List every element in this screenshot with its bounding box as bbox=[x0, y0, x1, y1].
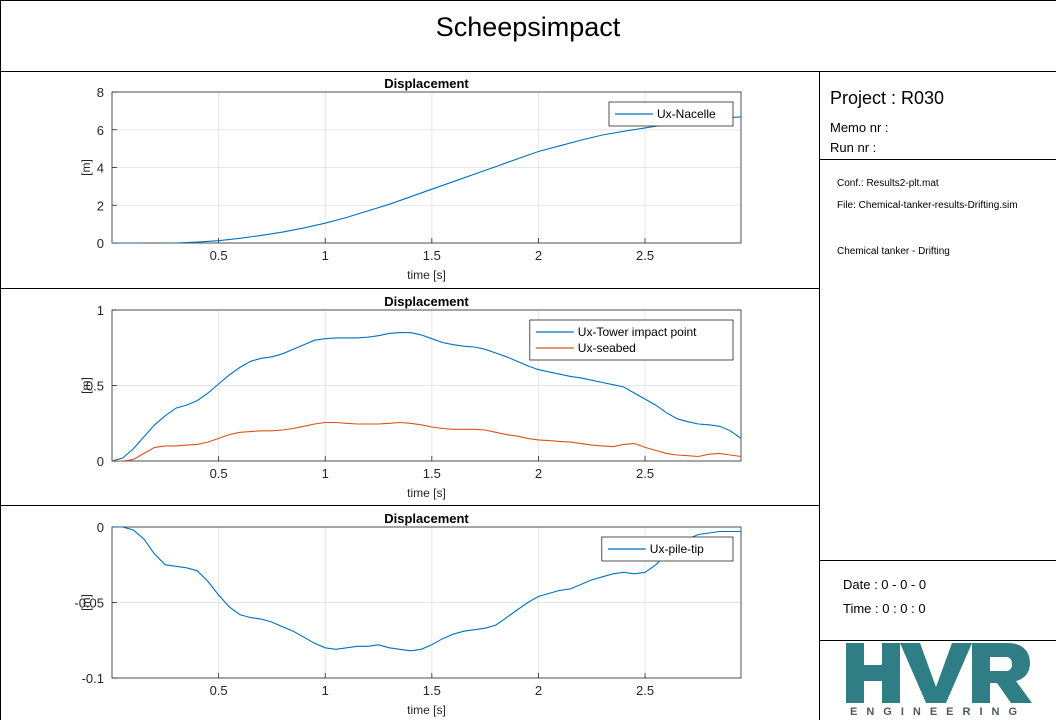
y-axis-label: [m] bbox=[79, 159, 93, 176]
x-tick-label: 2.5 bbox=[636, 248, 654, 263]
x-tick-label: 0.5 bbox=[210, 248, 228, 263]
x-tick-label: 1.5 bbox=[423, 683, 441, 698]
y-axis-label: [m] bbox=[79, 594, 93, 611]
x-axis-label: time [s] bbox=[407, 486, 446, 500]
y-tick-label: -0.1 bbox=[82, 671, 104, 686]
x-axis-label: time [s] bbox=[407, 703, 446, 717]
x-tick-label: 2.5 bbox=[636, 683, 654, 698]
y-tick-label: 1 bbox=[97, 303, 104, 318]
y-tick-label: 0 bbox=[97, 520, 104, 535]
x-tick-label: 0.5 bbox=[210, 466, 228, 481]
series-line-2 bbox=[112, 421, 741, 461]
chart-title: Displacement bbox=[384, 511, 469, 526]
hvr-logo: ENGINEERING bbox=[820, 641, 1056, 720]
plot-divider-2 bbox=[0, 505, 820, 506]
chart-1: 0.5 1 1.5 2 2.5 0 2 4 6 8 Displacement time [s] [m] U… bbox=[79, 76, 742, 282]
x-tick-label: 1 bbox=[322, 466, 329, 481]
logo-subtitle: ENGINEERING bbox=[849, 706, 1026, 718]
chart-2: 0.5 1 1.5 2 2.5 0 0.5 1 Displacement time [s] [m] U… bbox=[79, 294, 742, 500]
x-tick-label: 1.5 bbox=[423, 248, 441, 263]
x-tick-label: 2 bbox=[535, 466, 542, 481]
x-tick-label: 2.5 bbox=[636, 466, 654, 481]
y-axis-label: [m] bbox=[79, 377, 93, 394]
y-tick-label: 0.5 bbox=[86, 379, 104, 394]
legend-box bbox=[529, 319, 734, 361]
chart-title: Displacement bbox=[384, 294, 469, 309]
x-tick-label: 1.5 bbox=[423, 466, 441, 481]
memo-label: Memo nr : bbox=[830, 120, 889, 135]
y-tick-label: 0 bbox=[97, 236, 104, 251]
report-title: Scheepsimpact bbox=[435, 12, 621, 42]
x-tick-label: 1 bbox=[322, 683, 329, 698]
y-tick-label: 2 bbox=[97, 198, 104, 213]
legend-label: Ux-seabed bbox=[578, 341, 636, 355]
plot-divider-1 bbox=[0, 288, 820, 289]
time-label: Time : 0 : 0 : 0 bbox=[843, 601, 926, 616]
sidebar-divider bbox=[819, 71, 820, 720]
x-tick-label: 2 bbox=[535, 248, 542, 263]
chart-3: 0.5 1 1.5 2 2.5 -0.1 -0.05 0 Displacement time [s… bbox=[74, 511, 742, 717]
chart-title: Displacement bbox=[384, 76, 469, 91]
x-tick-label: 0.5 bbox=[210, 683, 228, 698]
y-tick-label: -0.05 bbox=[74, 596, 104, 611]
x-axis-label: time [s] bbox=[407, 268, 446, 282]
legend-label: Ux-pile-tip bbox=[650, 542, 704, 556]
sidebar-divider-run bbox=[819, 159, 1056, 160]
series-line-1 bbox=[112, 116, 741, 243]
sidebar-divider-date bbox=[819, 560, 1056, 561]
x-tick-label: 2 bbox=[535, 683, 542, 698]
description-label: Chemical tanker - Drifting bbox=[837, 246, 950, 257]
series-line-1 bbox=[112, 332, 741, 461]
file-label: File: Chemical-tanker-results-Drifting.s… bbox=[837, 200, 1018, 211]
series-line-1 bbox=[112, 527, 741, 652]
project-label: Project : R030 bbox=[830, 88, 945, 108]
y-tick-label: 4 bbox=[97, 161, 104, 176]
x-tick-label: 1 bbox=[322, 248, 329, 263]
plots-area: 0.5 1 1.5 2 2.5 0 2 4 6 8 Displacement time [s] [m] U… bbox=[74, 76, 742, 717]
frame-top-border bbox=[0, 0, 1056, 1]
y-tick-label: 6 bbox=[97, 123, 104, 138]
frame-left-border bbox=[0, 0, 1, 720]
conf-label: Conf.: Results2-plt.mat bbox=[837, 178, 939, 189]
header-divider bbox=[0, 71, 1056, 72]
sidebar-divider-logo bbox=[819, 640, 1056, 641]
y-tick-label: 0 bbox=[97, 454, 104, 469]
run-label: Run nr : bbox=[830, 140, 877, 155]
hvr-logo-mark bbox=[846, 643, 1032, 703]
legend-label: Ux-Nacelle bbox=[657, 107, 716, 121]
y-tick-label: 8 bbox=[97, 85, 104, 100]
date-label: Date : 0 - 0 - 0 bbox=[843, 577, 927, 592]
legend-label: Ux-Tower impact point bbox=[578, 325, 697, 339]
